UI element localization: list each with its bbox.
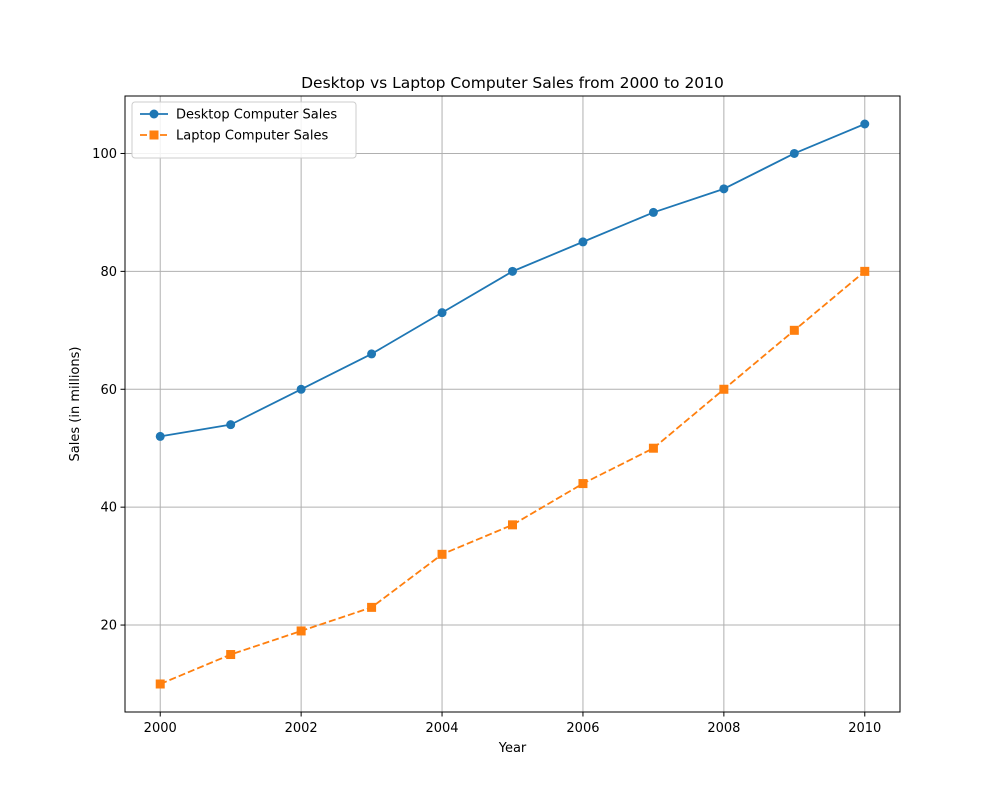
data-point (155, 431, 165, 441)
y-tick-label: 40 (100, 501, 117, 516)
chart-title: Desktop vs Laptop Computer Sales from 20… (301, 74, 724, 92)
data-point (508, 266, 517, 276)
data-point (437, 308, 447, 318)
y-tick-label: 100 (92, 147, 117, 162)
y-tick-label: 20 (100, 619, 117, 634)
data-point (860, 119, 870, 129)
data-point (789, 325, 799, 335)
series-line (159, 270, 866, 685)
x-tick-label: 2008 (707, 721, 740, 736)
data-point (860, 266, 870, 276)
legend-item: Laptop Computer Sales (140, 129, 328, 144)
legend-item: Desktop Computer Sales (140, 108, 337, 123)
x-tick-label: 2006 (566, 721, 599, 736)
legend-label: Laptop Computer Sales (176, 129, 328, 144)
data-point (719, 184, 729, 194)
y-tick-label: 60 (100, 383, 117, 398)
data-point (226, 650, 236, 660)
plot-frame (124, 95, 901, 713)
data-point (578, 237, 588, 247)
y-axis: 20 40 60 80 100 (92, 147, 125, 634)
data-point (226, 420, 236, 430)
x-tick-label: 2002 (285, 721, 318, 736)
series-1 (155, 119, 870, 441)
data-point (789, 148, 799, 158)
series-layer (155, 119, 870, 689)
data-point (648, 207, 658, 217)
data-point (367, 349, 377, 359)
data-point (155, 679, 165, 689)
data-point (508, 520, 517, 530)
legend-marker (149, 130, 159, 140)
series-2 (155, 266, 870, 689)
y-axis-label: Sales (in millions) (68, 347, 83, 462)
x-tick-label: 2004 (425, 721, 458, 736)
data-point (578, 479, 588, 489)
data-point (296, 626, 306, 636)
y-tick-label: 80 (100, 265, 117, 280)
data-point (437, 549, 447, 559)
x-tick-label: 2010 (848, 721, 881, 736)
legend-marker (149, 109, 159, 119)
data-point (719, 384, 729, 394)
data-point (648, 443, 658, 453)
x-axis-label: Year (498, 741, 527, 756)
data-point (367, 602, 377, 612)
data-point (296, 384, 306, 394)
legend: Desktop Computer Sales Laptop Computer Sa… (131, 101, 357, 159)
legend-box (131, 101, 357, 159)
x-tick-label: 2000 (144, 721, 177, 736)
legend-label: Desktop Computer Sales (176, 108, 337, 123)
x-axis: 2000 2002 2004 2006 2008 2010 (144, 712, 881, 736)
